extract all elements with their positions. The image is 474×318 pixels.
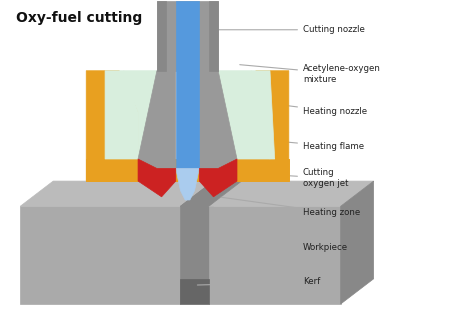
Text: Cutting nozzle: Cutting nozzle	[207, 25, 365, 34]
Polygon shape	[86, 71, 138, 181]
Polygon shape	[341, 181, 374, 304]
Polygon shape	[138, 71, 176, 169]
Polygon shape	[181, 181, 213, 304]
Polygon shape	[105, 71, 138, 159]
Text: Kerf: Kerf	[197, 277, 320, 287]
Polygon shape	[176, 1, 199, 169]
Text: Heating flame: Heating flame	[268, 140, 364, 151]
Polygon shape	[138, 159, 176, 197]
Text: Oxy-fuel cutting: Oxy-fuel cutting	[16, 11, 142, 25]
Polygon shape	[181, 181, 242, 206]
Polygon shape	[199, 71, 237, 169]
Text: Cutting
oxygen jet: Cutting oxygen jet	[221, 168, 348, 188]
Text: Acetylene-oxygen
mixture: Acetylene-oxygen mixture	[240, 64, 381, 84]
Polygon shape	[251, 71, 275, 159]
Polygon shape	[209, 1, 218, 71]
Polygon shape	[209, 181, 374, 206]
Polygon shape	[176, 169, 199, 200]
Polygon shape	[20, 206, 181, 304]
Text: Workpiece: Workpiece	[277, 235, 348, 252]
Polygon shape	[86, 159, 289, 181]
Polygon shape	[209, 206, 341, 304]
Polygon shape	[181, 279, 209, 304]
Text: Heating nozzle: Heating nozzle	[264, 103, 367, 116]
Polygon shape	[124, 71, 157, 159]
Polygon shape	[157, 1, 218, 71]
Polygon shape	[157, 1, 166, 71]
Polygon shape	[20, 181, 213, 206]
Polygon shape	[199, 159, 237, 197]
Polygon shape	[86, 159, 289, 181]
Polygon shape	[218, 71, 270, 159]
Text: Heating zone: Heating zone	[221, 197, 360, 217]
Polygon shape	[256, 71, 289, 181]
